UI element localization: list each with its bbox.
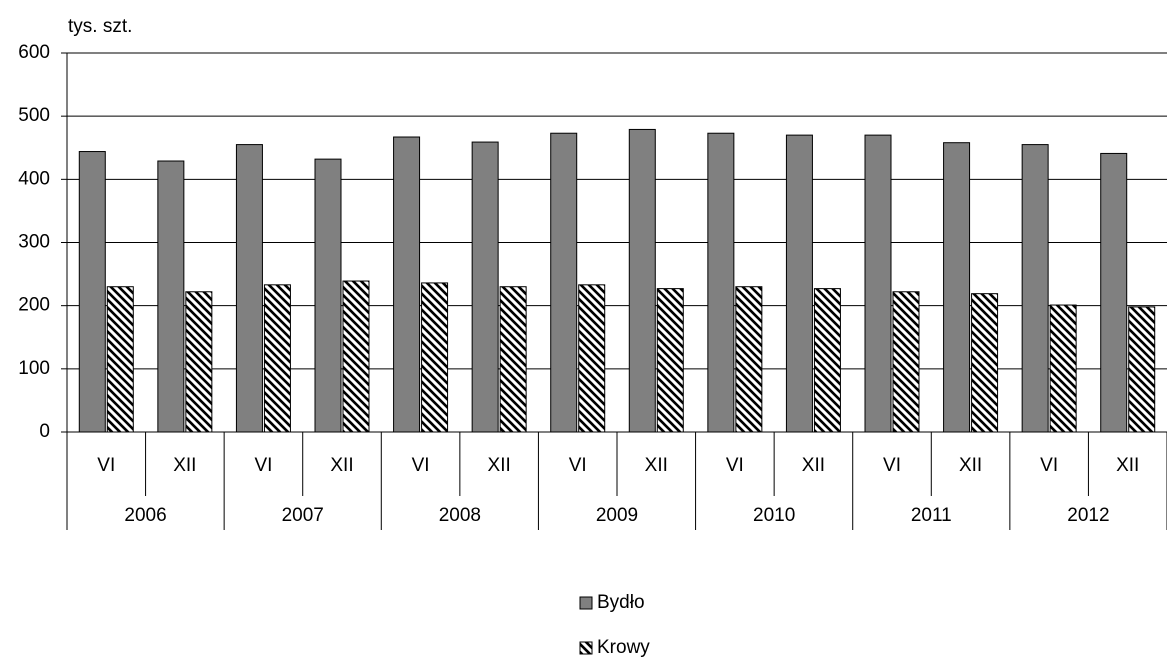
x-tick-label: VI [726,455,744,476]
x-group-label: 2012 [1067,505,1109,526]
bar [263,284,291,433]
legend-label: Bydło [597,592,645,613]
x-tick-label: XII [488,455,511,476]
y-axis-title: tys. szt. [68,16,132,37]
bar [656,288,684,433]
bar [421,282,449,433]
y-tick-label: 0 [39,421,50,442]
bar [235,144,263,433]
bar [1128,306,1156,433]
x-tick-label: VI [254,455,272,476]
x-tick-label: XII [173,455,196,476]
bar [157,160,185,433]
x-tick-label: XII [330,455,353,476]
bar [185,291,213,433]
bar [892,291,920,433]
bar [707,132,735,433]
x-group-label: 2011 [911,505,952,526]
x-group-label: 2009 [596,505,638,526]
bar [1100,152,1128,433]
x-group-label: 2008 [439,505,481,526]
x-tick-label: VI [569,455,587,476]
legend-swatch [579,641,593,655]
legend-swatch [579,596,593,610]
legend-label: Krowy [597,637,650,658]
bar [1049,304,1077,433]
bar [785,134,813,433]
x-group-label: 2006 [124,505,166,526]
x-tick-label: VI [1040,455,1058,476]
bar [314,158,342,433]
bar [943,142,971,433]
bar [106,286,134,433]
y-tick-label: 600 [18,42,50,63]
bar [550,132,578,433]
bar [1021,144,1049,433]
x-tick-label: XII [802,455,825,476]
bar [499,286,527,433]
bar [471,141,499,433]
bar [864,134,892,433]
bar [628,128,656,433]
x-group-label: 2007 [282,505,324,526]
x-tick-label: VI [412,455,430,476]
x-tick-label: VI [97,455,115,476]
x-group-label: 2010 [753,505,795,526]
bar [393,136,421,433]
bar [578,284,606,433]
bar [813,288,841,433]
y-tick-label: 400 [18,168,50,189]
bar [78,151,106,433]
bar [342,280,370,433]
y-tick-label: 300 [18,232,50,253]
x-tick-label: VI [883,455,901,476]
y-tick-label: 100 [18,358,50,379]
x-tick-label: XII [645,455,668,476]
x-tick-label: XII [1116,455,1139,476]
bar [971,293,999,433]
x-tick-label: XII [959,455,982,476]
y-tick-label: 500 [18,105,50,126]
y-tick-label: 200 [18,295,50,316]
bar [735,286,763,433]
